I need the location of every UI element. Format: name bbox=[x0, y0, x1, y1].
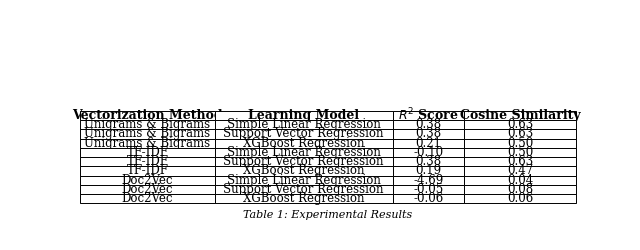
Text: Table 1: Experimental Results: Table 1: Experimental Results bbox=[243, 210, 413, 220]
